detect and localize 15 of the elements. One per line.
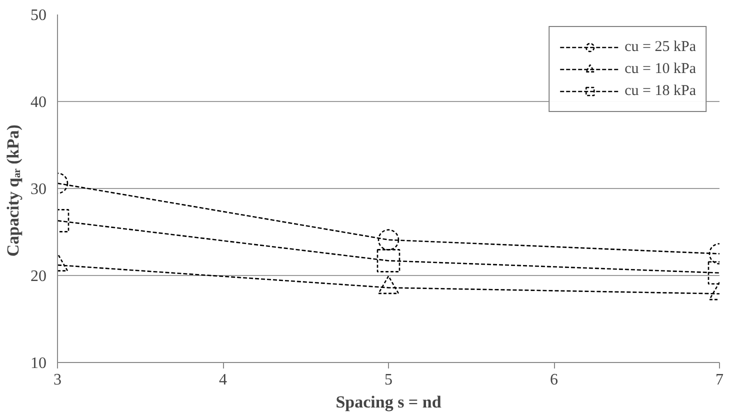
y-tick-label: 10 bbox=[30, 355, 46, 372]
legend-label: cu = 18 kPa bbox=[624, 82, 696, 100]
y-tick-label: 40 bbox=[30, 94, 46, 111]
legend-label: cu = 10 kPa bbox=[624, 60, 696, 78]
y-axis-title: Capacity qₐᵣ (kPa) bbox=[4, 124, 22, 257]
legend-label: cu = 25 kPa bbox=[624, 38, 696, 56]
x-tick-label: 4 bbox=[219, 372, 227, 388]
x-tick-label: 5 bbox=[384, 372, 392, 388]
x-axis-title: Spacing s = nd bbox=[336, 392, 442, 412]
y-tick-label: 50 bbox=[30, 7, 46, 24]
y-tick-label: 20 bbox=[30, 268, 46, 285]
x-tick-label: 7 bbox=[716, 372, 724, 388]
y-tick-label: 30 bbox=[30, 181, 46, 198]
x-tick-label: 6 bbox=[550, 372, 558, 388]
x-tick-label: 3 bbox=[54, 372, 62, 388]
